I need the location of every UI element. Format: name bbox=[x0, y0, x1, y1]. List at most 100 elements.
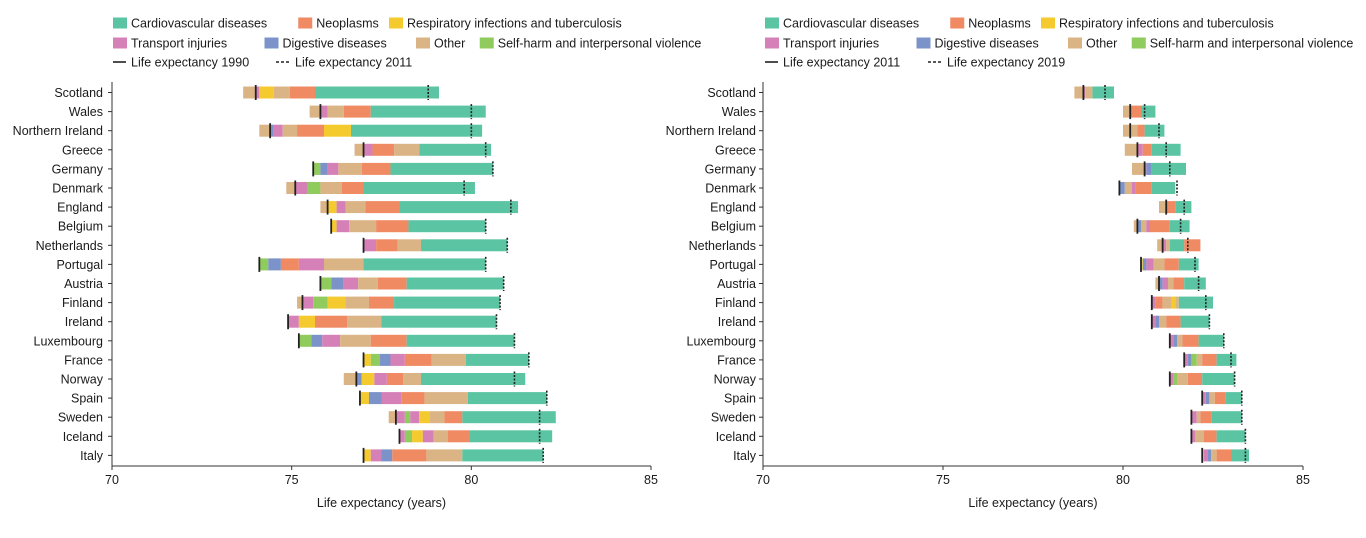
y-tick-label-scotland: Scotland bbox=[707, 86, 756, 100]
bar-segment-ireland-cardiovascular-diseases-4 bbox=[381, 315, 497, 328]
legend-item-transport-injuries: Transport injuries bbox=[765, 37, 879, 51]
bar-segment-spain-neoplasms-3 bbox=[1214, 392, 1226, 405]
bar-segment-france-cardiovascular-diseases-6 bbox=[465, 353, 529, 366]
bar-segment-germany-cardiovascular-diseases-3 bbox=[1151, 162, 1186, 175]
bar-row-netherlands bbox=[362, 237, 509, 253]
bar-segment-england-transport-injuries-2 bbox=[336, 201, 346, 214]
x-tick-label-80: 80 bbox=[464, 473, 478, 487]
legend-item-transport-injuries: Transport injuries bbox=[113, 37, 227, 51]
bar-segment-ireland-other-2 bbox=[1159, 315, 1167, 328]
bar-row-belgium bbox=[1133, 218, 1190, 234]
bar-segment-england-other-0 bbox=[320, 201, 328, 214]
bar-segment-france-neoplasms-4 bbox=[1202, 353, 1217, 366]
legend-item-digestive-diseases: Digestive diseases bbox=[916, 37, 1039, 51]
bar-segment-scotland-neoplasms-4 bbox=[289, 86, 316, 99]
bar-segment-northern-ireland-respiratory-infections-and-tuberculosis-5 bbox=[324, 124, 351, 137]
bar-segment-finland-other-2 bbox=[1162, 296, 1172, 309]
bar-segment-norway-other-5 bbox=[403, 373, 422, 385]
x-tick-label-85: 85 bbox=[644, 473, 658, 487]
y-tick-label-netherlands: Netherlands bbox=[689, 239, 756, 253]
legend-item-neoplasms: Neoplasms bbox=[298, 17, 379, 31]
bar-segment-portugal-digestive-diseases-1 bbox=[1142, 258, 1147, 271]
bar-segment-austria-digestive-diseases-1 bbox=[331, 277, 344, 290]
bar-segment-austria-other-3 bbox=[358, 277, 378, 290]
bar-segment-ireland-digestive-diseases-1 bbox=[1155, 315, 1159, 328]
bar-segment-belgium-transport-injuries-3 bbox=[1146, 220, 1150, 233]
legend-item-other: Other bbox=[416, 37, 465, 51]
bar-segment-norway-other-0 bbox=[343, 373, 357, 385]
bar-segment-scotland-other-2 bbox=[1085, 86, 1093, 99]
bar-segment-wales-neoplasms-2 bbox=[1132, 105, 1141, 118]
bar-segment-wales-other-0 bbox=[309, 105, 321, 118]
bar-segment-iceland-transport-injuries-0 bbox=[1191, 430, 1195, 443]
bar-segment-germany-other-0 bbox=[1132, 162, 1145, 175]
bar-row-austria bbox=[1155, 276, 1206, 291]
legend-item-cardiovascular-diseases: Cardiovascular diseases bbox=[765, 17, 919, 31]
bar-segment-northern-ireland-neoplasms-4 bbox=[297, 124, 325, 137]
legend-label-transport-injuries: Transport injuries bbox=[131, 37, 227, 51]
bar-segment-northern-ireland-cardiovascular-diseases-3 bbox=[1144, 124, 1165, 137]
bar-row-luxembourg bbox=[297, 333, 516, 349]
bar-segment-england-respiratory-infections-and-tuberculosis-1 bbox=[327, 201, 337, 214]
legend-item-cardiovascular-diseases: Cardiovascular diseases bbox=[113, 17, 267, 31]
bar-segment-portugal-digestive-diseases-1 bbox=[268, 258, 281, 271]
bar-segment-netherlands-other-2 bbox=[1166, 239, 1170, 252]
bar-segment-ireland-transport-injuries-0 bbox=[1151, 315, 1156, 328]
bar-segment-england-cardiovascular-diseases-3 bbox=[1175, 201, 1192, 214]
bar-row-greece bbox=[354, 142, 492, 158]
y-tick-label-france: France bbox=[717, 353, 756, 367]
bar-segment-netherlands-neoplasms-1 bbox=[376, 239, 398, 252]
bar-segment-denmark-neoplasms-3 bbox=[1135, 182, 1152, 194]
bar-segment-wales-other-2 bbox=[327, 105, 344, 118]
bar-row-france bbox=[1183, 352, 1237, 368]
bar-segment-northern-ireland-transport-injuries-2 bbox=[273, 124, 283, 137]
bar-row-greece bbox=[1124, 142, 1181, 158]
bar-segment-northern-ireland-neoplasms-2 bbox=[1137, 124, 1145, 137]
bar-segment-belgium-other-2 bbox=[349, 220, 377, 233]
legend-label-other: Other bbox=[1086, 37, 1117, 51]
bar-segment-italy-digestive-diseases-2 bbox=[1207, 449, 1212, 462]
x-tick-label-75: 75 bbox=[285, 473, 299, 487]
bar-row-england bbox=[320, 199, 519, 215]
bar-segment-spain-cardiovascular-diseases-5 bbox=[467, 392, 547, 405]
bar-segment-italy-transport-injuries-1 bbox=[1204, 449, 1208, 462]
bar-segment-denmark-neoplasms-4 bbox=[341, 182, 364, 194]
bar-segment-iceland-neoplasms-5 bbox=[447, 430, 470, 443]
bar-segment-sweden-self-harm-and-interpersonal-violence-2 bbox=[404, 411, 411, 424]
bar-segment-england-cardiovascular-diseases-5 bbox=[399, 201, 519, 214]
bar-row-england bbox=[1159, 199, 1192, 215]
bar-segment-belgium-neoplasms-3 bbox=[376, 220, 409, 233]
bar-segment-netherlands-other-0 bbox=[1157, 239, 1163, 252]
bar-segment-norway-digestive-diseases-1 bbox=[356, 373, 362, 385]
y-tick-label-denmark: Denmark bbox=[705, 182, 756, 196]
bar-segment-austria-other-0 bbox=[1155, 277, 1159, 290]
bar-segment-northern-ireland-digestive-diseases-1 bbox=[270, 124, 274, 137]
bar-row-scotland bbox=[1074, 85, 1114, 100]
bar-row-finland bbox=[297, 295, 501, 311]
bar-row-wales bbox=[1123, 104, 1156, 120]
bar-segment-norway-self-harm-and-interpersonal-violence-1 bbox=[1173, 373, 1177, 385]
chart-panel-2: Cardiovascular diseases Neoplasms Respirat… bbox=[666, 17, 1354, 511]
bar-segment-finland-neoplasms-5 bbox=[368, 296, 395, 309]
bar-row-norway bbox=[1168, 371, 1236, 387]
bar-segment-iceland-transport-injuries-3 bbox=[422, 430, 434, 443]
bar-segment-italy-other-4 bbox=[426, 449, 463, 462]
bar-segment-ireland-respiratory-infections-and-tuberculosis-1 bbox=[298, 315, 316, 328]
bar-segment-northern-ireland-other-1 bbox=[1130, 124, 1138, 137]
bar-segment-finland-respiratory-infections-and-tuberculosis-3 bbox=[327, 296, 346, 309]
bar-segment-france-self-harm-and-interpersonal-violence-1 bbox=[370, 353, 380, 366]
bar-segment-netherlands-cardiovascular-diseases-3 bbox=[421, 239, 508, 252]
bar-segment-italy-other-3 bbox=[1211, 449, 1217, 462]
legend-item-line-dashed: Life expectancy 2019 bbox=[928, 56, 1065, 70]
bar-segment-spain-neoplasms-3 bbox=[401, 392, 425, 405]
bar-segment-luxembourg-other-3 bbox=[340, 334, 371, 347]
bar-segment-belgium-respiratory-infections-and-tuberculosis-0 bbox=[331, 220, 337, 233]
bar-row-denmark bbox=[286, 180, 475, 196]
bar-segment-germany-self-harm-and-interpersonal-violence-0 bbox=[313, 162, 321, 175]
bar-segment-finland-neoplasms-1 bbox=[1155, 296, 1163, 309]
y-tick-label-finland: Finland bbox=[715, 296, 756, 310]
legend-swatch-transport-injuries bbox=[765, 37, 779, 49]
bar-row-portugal bbox=[258, 256, 487, 272]
bar-segment-italy-cardiovascular-diseases-5 bbox=[462, 449, 544, 462]
